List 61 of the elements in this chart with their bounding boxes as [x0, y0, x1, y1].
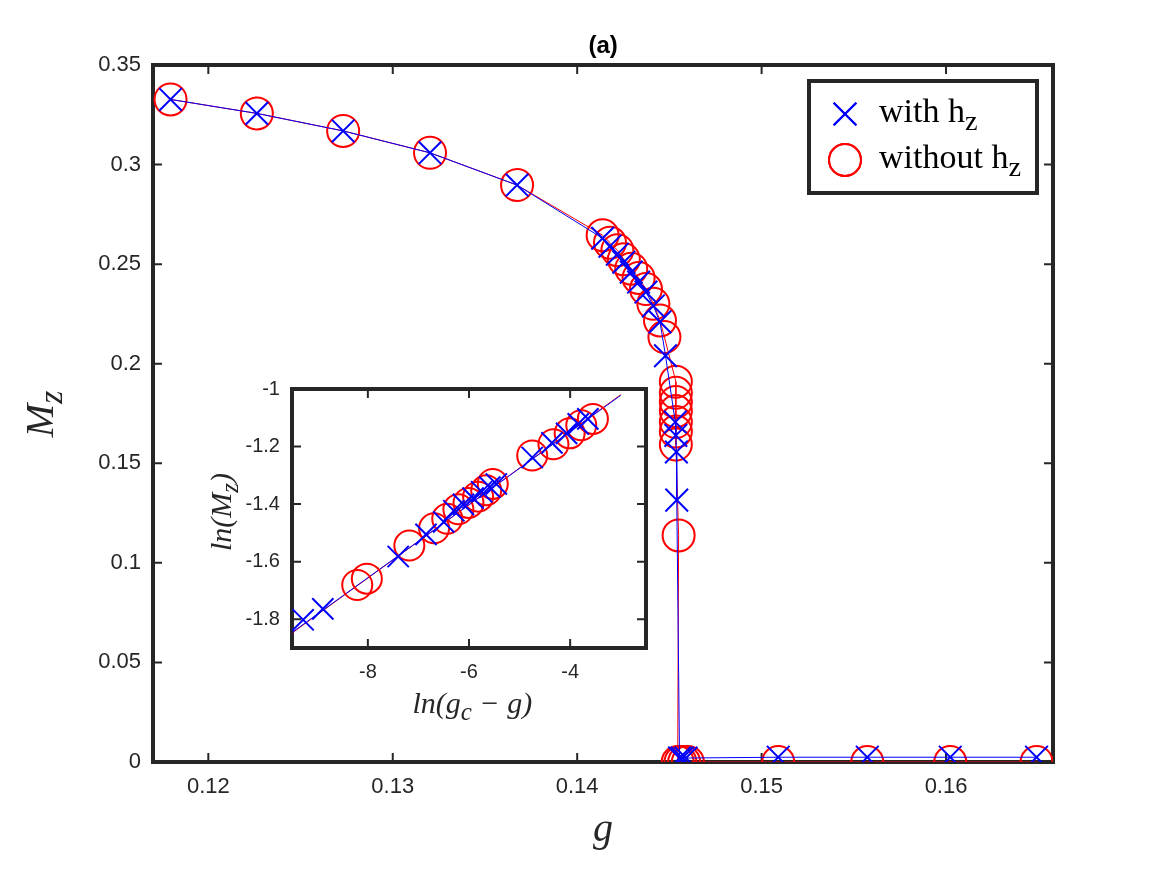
point [311, 597, 335, 621]
point [452, 486, 485, 519]
point [393, 529, 426, 562]
y-tick-label: -1.2 [245, 434, 280, 457]
point [614, 251, 649, 286]
y-tick-label: 0.25 [98, 250, 141, 276]
chart-title: (a) [588, 31, 618, 59]
point [600, 233, 635, 268]
x-tick-label: 0.12 [186, 773, 230, 799]
point [585, 218, 620, 253]
point [658, 414, 693, 449]
point [418, 512, 451, 545]
point [664, 487, 690, 513]
point [636, 286, 671, 321]
y-tick-label: -1.8 [245, 606, 280, 629]
y-tick-label: 0.15 [98, 449, 141, 475]
point [553, 417, 586, 450]
point [350, 562, 383, 595]
point [658, 384, 693, 419]
point [658, 427, 693, 462]
point [593, 225, 628, 260]
x-tick-label: 0.13 [371, 773, 415, 799]
point [647, 320, 682, 355]
x-axis-title: ln(g$_{c}$ − g) [412, 686, 533, 726]
y-tick-label: -1.6 [245, 549, 280, 572]
point [658, 364, 693, 399]
x-tick-label: -4 [561, 659, 580, 682]
point [653, 343, 678, 369]
point [565, 409, 598, 442]
point [516, 439, 549, 472]
y-tick-label: 0.3 [110, 150, 141, 176]
point [658, 375, 693, 410]
point [576, 402, 609, 435]
point [658, 394, 693, 429]
point [661, 518, 696, 553]
legend-label: with h$_{z}$ [879, 91, 978, 137]
point [606, 242, 641, 277]
point [470, 474, 503, 507]
point [476, 467, 509, 500]
point [341, 568, 374, 601]
y-tick-label: -1.4 [245, 491, 280, 514]
y-tick-label: 0.2 [110, 349, 141, 375]
point [431, 502, 464, 535]
y-tick-label: 0 [128, 748, 141, 774]
point [642, 303, 677, 338]
x-tick-label: 0.16 [924, 773, 968, 799]
point [442, 493, 475, 526]
y-tick-label: -1 [262, 376, 280, 399]
x-tick-label: -6 [460, 659, 478, 682]
point [628, 272, 663, 307]
x-tick-label: 0.15 [740, 773, 784, 799]
legend-label: without h$_{z}$ [879, 137, 1021, 183]
point [462, 480, 495, 513]
x-axis-title: g [593, 804, 613, 851]
point [537, 428, 570, 461]
y-tick-label: 0.1 [110, 548, 141, 574]
y-tick-label: 0.35 [98, 51, 141, 77]
x-tick-label: -8 [358, 659, 377, 682]
x-tick-label: 0.14 [555, 773, 599, 799]
point [621, 260, 656, 295]
y-tick-label: 0.05 [98, 648, 141, 674]
